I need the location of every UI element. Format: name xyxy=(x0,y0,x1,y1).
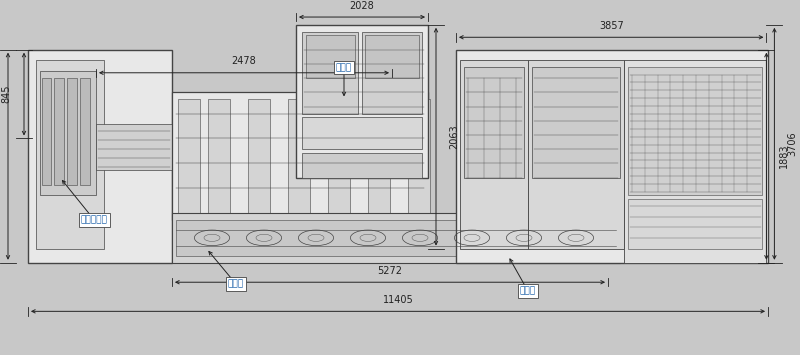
Text: 1883: 1883 xyxy=(779,144,789,169)
Bar xyxy=(176,220,616,256)
Bar xyxy=(288,99,310,213)
Bar xyxy=(280,227,300,256)
Text: 開箱機: 開箱機 xyxy=(336,63,352,72)
Bar xyxy=(208,99,230,213)
Bar xyxy=(302,153,422,178)
Bar xyxy=(456,50,768,263)
Bar xyxy=(628,67,762,195)
Text: 845: 845 xyxy=(1,85,11,103)
Bar xyxy=(624,60,766,263)
Bar xyxy=(302,117,422,149)
Text: 2478: 2478 xyxy=(232,56,256,66)
Bar xyxy=(328,99,350,213)
Bar xyxy=(376,227,396,256)
Bar xyxy=(67,78,77,185)
Text: 11405: 11405 xyxy=(382,295,414,305)
Text: 裝箱機: 裝箱機 xyxy=(228,279,244,289)
Bar xyxy=(464,67,524,178)
Bar xyxy=(40,71,96,195)
Bar xyxy=(344,227,364,256)
Bar xyxy=(178,99,200,213)
Text: 3706: 3706 xyxy=(787,131,797,156)
Bar xyxy=(532,67,620,178)
Bar xyxy=(172,220,428,263)
Bar xyxy=(365,36,419,78)
Bar xyxy=(408,99,430,213)
Bar xyxy=(628,199,762,248)
Bar xyxy=(184,227,204,256)
Bar xyxy=(96,124,172,170)
Text: 2063: 2063 xyxy=(449,124,459,149)
Bar xyxy=(248,99,270,213)
Bar xyxy=(528,60,624,248)
Bar xyxy=(36,60,104,248)
Text: 折蓋封箱機: 折蓋封箱機 xyxy=(81,215,108,225)
Bar xyxy=(460,60,528,248)
Text: 5272: 5272 xyxy=(378,266,402,276)
Text: 2028: 2028 xyxy=(350,1,374,11)
Bar xyxy=(80,78,90,185)
Bar xyxy=(306,36,355,78)
Bar xyxy=(28,50,172,263)
Bar xyxy=(312,227,332,256)
Bar xyxy=(408,227,428,256)
Bar xyxy=(362,32,422,114)
Bar xyxy=(172,213,620,263)
Text: 裝盒機: 裝盒機 xyxy=(520,286,536,296)
Bar xyxy=(42,78,51,185)
Bar xyxy=(172,92,428,220)
Bar xyxy=(368,99,390,213)
Bar xyxy=(54,78,64,185)
Text: 3857: 3857 xyxy=(599,21,623,31)
Bar xyxy=(296,25,428,178)
Bar xyxy=(248,227,268,256)
Bar xyxy=(216,227,236,256)
Bar xyxy=(302,32,358,114)
